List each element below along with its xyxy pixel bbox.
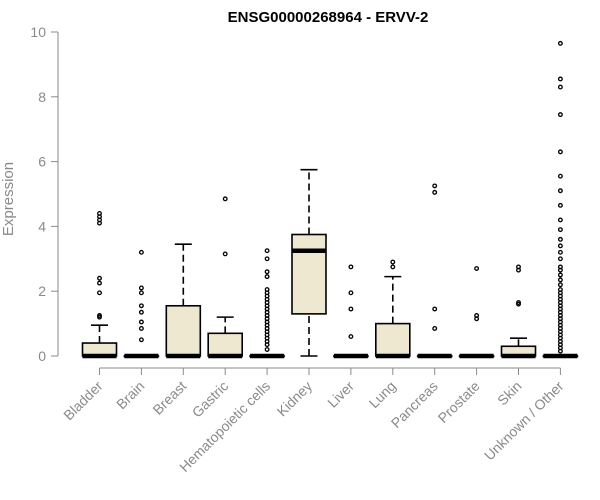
outlier-point [97,313,102,318]
outlier-point [432,183,438,189]
outlier-point [222,251,228,257]
outlier-point [138,303,144,309]
x-tick-label: Unknown / Other [481,378,567,464]
outlier-point [264,256,270,262]
x-tick-label: Brain [113,378,147,412]
x-tick-label: Bladder [60,378,106,424]
outlier-point [557,282,563,288]
outlier-point [138,285,144,291]
outlier-point [264,347,270,352]
outlier-point [138,326,144,331]
x-tick-label: Prostate [435,378,483,426]
box [374,322,411,357]
outlier-point [264,248,270,254]
y-tick-label: 10 [30,24,46,40]
outlier-point [557,272,563,278]
outlier-point [557,149,563,155]
outlier-point [557,40,563,46]
x-tick-label: Kidney [274,378,316,420]
box-group [165,243,202,359]
y-tick-label: 8 [38,89,46,105]
outlier-point [557,112,563,118]
outlier-point [557,227,563,233]
outlier-point [474,266,480,271]
box-group [416,183,453,359]
outlier-point [222,196,228,202]
box-group [123,249,160,359]
outlier-point [348,264,354,270]
outlier-point [138,249,144,255]
outlier-point [348,334,354,340]
outlier-point [557,84,563,90]
outlier-point [516,300,521,305]
outlier-point [138,319,144,325]
outlier-point [97,210,102,216]
outlier-point [264,269,270,275]
outlier-point [138,337,144,343]
y-axis: 0 2 4 6 8 10 [30,24,59,364]
x-tick-label: Skin [494,378,525,409]
outlier-point [557,236,563,242]
chart-title: ENSG00000268964 - ERVV-2 [228,9,429,26]
x-tick-label: Pancreas [388,378,441,431]
outlier-point [264,274,270,280]
box-group [291,168,327,357]
outlier-point [557,277,563,283]
outlier-point [557,76,563,82]
x-tick-label: Breast [149,378,189,418]
outlier-point [390,264,396,270]
plot-area [81,40,579,359]
outlier-point [138,290,144,296]
outlier-point [97,275,102,281]
outlier-point [557,243,563,249]
outlier-point [557,188,563,194]
outlier-point [432,326,438,331]
box-group [374,259,411,359]
box [291,233,327,315]
y-tick-label: 4 [38,218,46,234]
outlier-point [516,264,521,270]
outlier-point [557,173,563,179]
y-tick-label: 2 [38,283,46,299]
outlier-point [557,264,563,270]
outlier-point [474,313,480,318]
x-tick-label: Lung [366,378,399,411]
outlier-point [348,290,354,296]
outlier-point [557,249,563,255]
outlier-point [557,256,563,262]
box-group [458,266,495,359]
outlier-point [264,287,270,293]
outlier-point [138,309,144,315]
outlier-point [348,306,354,312]
outlier-point [557,202,563,208]
y-tick-label: 6 [38,154,46,170]
outlier-point [557,287,563,293]
box-group [500,264,537,359]
outlier-point [97,280,102,286]
box-group [249,248,285,359]
outlier-point [432,189,438,195]
box-group [81,210,118,359]
box [207,332,243,357]
box-group [207,196,243,359]
outlier-point [390,259,396,265]
outlier-point [97,290,102,296]
outlier-point [557,217,563,223]
y-axis-label: Expression [0,162,17,236]
box-group [542,40,579,359]
outlier-point [432,306,438,312]
box [165,304,202,357]
y-tick-label: 0 [38,348,46,364]
x-tick-label: Liver [324,378,357,411]
box-group [333,264,369,359]
